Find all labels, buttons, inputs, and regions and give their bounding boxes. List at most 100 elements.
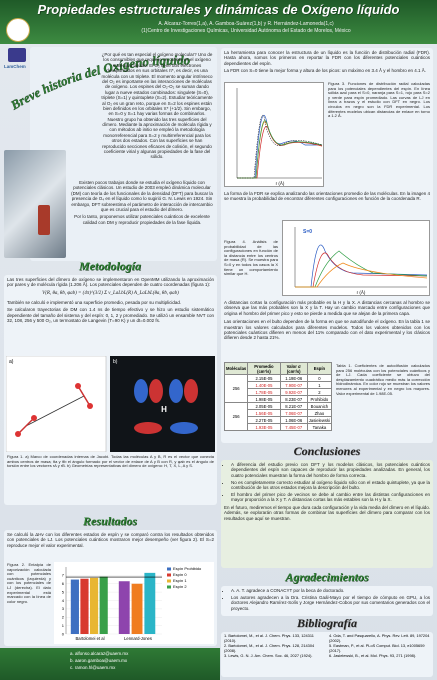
history-p1-box: ¿Por qué es tan especial el oxígeno mole… — [80, 52, 214, 160]
cell: Jasielewski — [306, 416, 333, 424]
cell: 1.19E-06 — [279, 374, 308, 382]
paragraph: La FDR con S=0 tiene la mejor forma y al… — [224, 68, 426, 74]
reference: 3. Lewis, G. N. J. Am. Chem. Soc. 46, 20… — [224, 652, 313, 658]
atom — [15, 431, 21, 437]
table-1: Moléculas Promedio (cm²/s) Valor σ (cm²/s)… — [223, 362, 333, 431]
history-paragraph: ¿Por qué es tan especial el oxígeno mole… — [101, 52, 213, 160]
figure-caption: Figura 3. Funciones de distribución radi… — [328, 81, 430, 119]
y-tick-label: 4 — [62, 598, 65, 603]
row: 256 2.15E-05 1.19E-06 0 — [223, 374, 333, 403]
geometry-label: H — [161, 405, 167, 414]
paragraph: La herramienta para conocer la estructur… — [224, 50, 430, 66]
cell: 1.78E-05 — [247, 388, 281, 396]
curve — [237, 121, 323, 179]
legend-swatch — [167, 579, 171, 583]
orbital — [134, 379, 148, 403]
ack-list: A. A. T. agradece a CONACYT por la beca … — [224, 588, 430, 611]
curve — [295, 262, 428, 288]
legend: S=0 — [303, 229, 312, 235]
bar — [90, 577, 99, 634]
bar — [99, 576, 108, 634]
cell: 1.98E-05 — [247, 395, 281, 403]
paragraph: Las tres superficies del dímero de oxíge… — [7, 277, 214, 288]
cell: Bouanich — [306, 402, 333, 410]
equation: V(R, θa, θb, φab) = (4π)^(3/2) Σ v_LaLbL… — [42, 290, 179, 296]
cell: 2.05E-05 — [247, 402, 281, 410]
figure-2: 0 1 2 3 4 5 6 7 Bartolomei et al Lennard-Jones Esp… — [54, 562, 214, 644]
figure-3: r (Å) — [224, 82, 324, 187]
atom — [87, 403, 93, 409]
bar — [80, 578, 89, 634]
curve — [237, 115, 322, 179]
cell: 8.21E-07 — [279, 402, 308, 410]
reference: 5. Eastman, P., et al. PLoS Comput. Biol… — [329, 642, 425, 653]
cell: Zhao — [306, 409, 333, 417]
molecules-cell: 256 — [223, 402, 249, 431]
reference: 2. Bartolomei, M., et al. J. Chem. Phys.… — [224, 642, 315, 653]
y-tick-label: 2 — [62, 615, 65, 620]
curve — [237, 115, 323, 179]
x-tick-label: Lennard-Jones — [124, 636, 152, 641]
paragraph: Se calcularon trayectorias de DM con 1.4… — [7, 307, 214, 323]
bibliography-box: 1. Bartolomei, M., et al. J. Chem. Phys.… — [221, 632, 433, 677]
cell: 1.56E-05 — [247, 409, 281, 417]
cell: 9.92E-07 — [279, 388, 308, 396]
cell: Prohibido — [306, 395, 333, 403]
cell: 1.06E-06 — [279, 416, 308, 424]
y-tick-label: 1 — [62, 623, 65, 628]
molecule-b — [77, 385, 91, 407]
figure-caption: Figura 2. Entalpía de vaporización calcu… — [7, 562, 51, 604]
curve — [237, 120, 323, 179]
cell: 2 — [306, 388, 333, 396]
magnet — [38, 205, 50, 235]
title: Propiedades estructurales y dinámicas de… — [37, 2, 400, 17]
legend-label: Espín 1 — [173, 578, 187, 583]
paragraph: Se calculó la ΔHv con los diferentes est… — [7, 532, 214, 548]
table-caption: Tabla 1. Coeficientes de autodifusión ca… — [336, 363, 430, 396]
lab-name: LamChem — [4, 64, 26, 69]
reference: 6. Jasielewski, B., et al. Mol. Phys. 93… — [329, 652, 417, 658]
distribution-text: A distancias cortas la configuración más… — [224, 300, 430, 341]
reference: 4. Oda, T. and Pasquarello, A. Phys. Rev… — [329, 633, 430, 643]
figure-1: a) b) H — [6, 356, 215, 452]
atom — [31, 415, 37, 421]
legend-swatch — [167, 585, 171, 589]
legend-label: Espín 2 — [173, 584, 187, 589]
section-heading: Metodología — [79, 259, 141, 273]
section-heading: Resultados — [82, 514, 137, 528]
paragraph: Las orientaciones en el bulto dependen d… — [224, 319, 430, 341]
email[interactable]: a. alfonso.alcaraz@uaem.mx — [70, 651, 129, 656]
orbital — [134, 422, 162, 434]
cell: 1.40E-05 — [247, 381, 281, 389]
figure-4: S=0 r (Å) — [282, 220, 430, 296]
bar — [70, 579, 79, 634]
paragraph: La forma de la FDR se explica analizando… — [224, 191, 430, 202]
jacobi-vector — [25, 395, 85, 427]
row: 1.98E-05 8.23E-07 Prohibido — [225, 395, 333, 403]
email[interactable]: b. aaron.gamboa@uaem.mx — [70, 657, 128, 663]
legend-label: Espín Prohibido — [173, 566, 202, 571]
bar — [144, 572, 156, 634]
axis-label: r (Å) — [357, 289, 366, 295]
y-tick-label: 7 — [62, 573, 65, 578]
orbital — [184, 379, 198, 403]
curve — [237, 126, 323, 179]
axis-label: r (Å) — [276, 180, 285, 186]
email[interactable]: c. ramon.hl@uaem.mx — [70, 664, 116, 670]
conclusion: El hombro del primer pico de vecinos se … — [231, 492, 430, 503]
y-tick-label: 3 — [62, 606, 65, 611]
section-heading: Agradecimientos — [285, 570, 369, 584]
affiliation: (1)Centro de Investigaciones Químicas, U… — [141, 28, 351, 34]
orbital-pair — [134, 379, 198, 434]
panel-label: b) — [113, 359, 118, 365]
oxygen-photo — [4, 150, 66, 258]
header-cell: Promedio (cm²/s) — [247, 362, 281, 375]
header-cell: Valor σ (cm²/s) — [279, 362, 308, 375]
cell: 7.45E-07 — [279, 423, 308, 431]
authors: A. Alcaraz-Torres(1,a), A. Gamboa-Suárez… — [158, 21, 334, 27]
bar — [131, 583, 143, 634]
distribution-text: La herramienta para conocer la estructur… — [224, 50, 430, 74]
conclusions-box: A diferencia del estudio previo con DFT … — [221, 460, 433, 568]
